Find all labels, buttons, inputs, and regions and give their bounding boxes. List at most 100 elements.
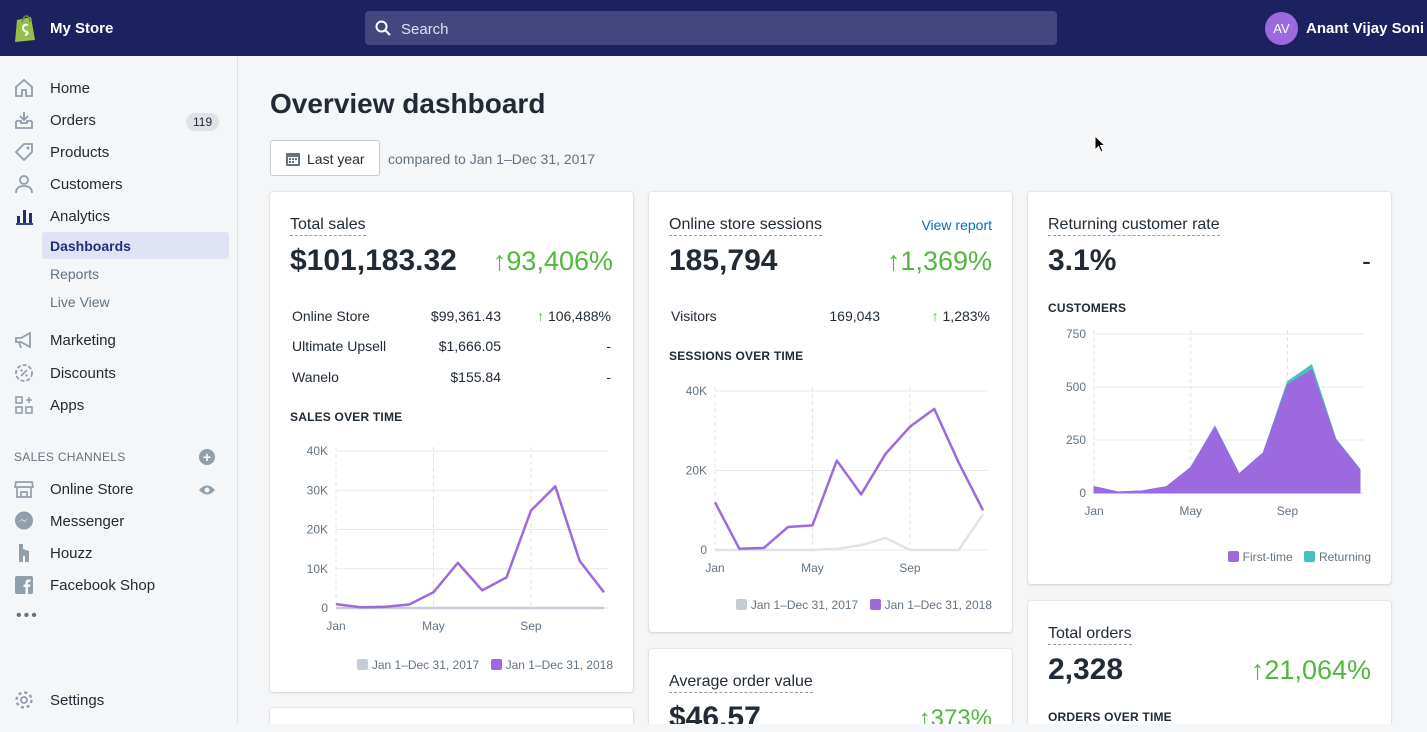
tag-icon xyxy=(14,143,33,162)
date-range-label: Last year xyxy=(307,151,365,167)
sidebar-subitem-reports[interactable]: Reports xyxy=(42,260,229,287)
section-label: SESSIONS OVER TIME xyxy=(669,349,804,363)
x-tick-label: Jan xyxy=(705,561,724,575)
page-title: Overview dashboard xyxy=(270,88,546,119)
bottom-edge xyxy=(0,724,1427,732)
x-tick-label: Sep xyxy=(899,561,921,575)
search-icon xyxy=(375,20,391,36)
sidebar-item-label: Discounts xyxy=(50,365,116,382)
sidebar-item-label: Apps xyxy=(50,397,85,414)
sidebar-item-customers[interactable]: Customers xyxy=(0,170,238,198)
sidebar-item-label: Marketing xyxy=(50,332,116,349)
date-range-button[interactable]: Last year xyxy=(270,140,380,176)
y-tick-label: 250 xyxy=(1066,433,1086,447)
sidebar-item-facebook-shop[interactable]: Facebook Shop xyxy=(0,571,238,599)
x-tick-label: Jan xyxy=(1084,504,1103,518)
sessions-value: 185,794 xyxy=(669,244,778,277)
area-series xyxy=(1093,369,1361,494)
sidebar-subitem-label: Live View xyxy=(50,294,110,310)
sidebar-item-label: Facebook Shop xyxy=(50,577,156,594)
orders-count-badge: 119 xyxy=(186,113,220,131)
sidebar-subitem-dashboards[interactable]: Dashboards xyxy=(42,232,229,259)
arrow-up-icon: ↑ xyxy=(886,246,901,276)
eye-icon[interactable] xyxy=(198,484,216,496)
section-label: SALES OVER TIME xyxy=(290,410,403,424)
sales-over-time-chart: 0 10K 20K 30K 40K Jan May Sep xyxy=(307,444,608,633)
sidebar-item-houzz[interactable]: Houzz xyxy=(0,539,238,567)
section-label: ORDERS OVER TIME xyxy=(1048,710,1172,724)
sales-channels-heading: SALES CHANNELS xyxy=(14,450,126,464)
chart-legend: Jan 1–Dec 31, 2017 Jan 1–Dec 31, 2018 xyxy=(349,658,613,672)
compare-text: compared to Jan 1–Dec 31, 2017 xyxy=(388,151,596,167)
legend-item: Jan 1–Dec 31, 2017 xyxy=(356,658,479,672)
card-title[interactable]: Total orders xyxy=(1048,625,1132,645)
messenger-icon xyxy=(15,511,33,530)
x-tick-label: Sep xyxy=(520,619,542,633)
orders-change: ↑21,064% xyxy=(1250,655,1371,685)
arrow-up-icon: ↑ xyxy=(931,308,939,324)
sidebar: Home Orders 119 Products Customers Analy… xyxy=(0,56,238,732)
card-title[interactable]: Total sales xyxy=(290,216,366,236)
orders-value: 2,328 xyxy=(1048,653,1124,686)
shopify-logo-icon[interactable] xyxy=(13,13,39,43)
bar-chart-icon xyxy=(16,210,33,225)
sessions-change: ↑1,369% xyxy=(886,246,992,276)
search-input[interactable]: Search xyxy=(365,11,1057,45)
sidebar-item-messenger[interactable]: Messenger xyxy=(0,507,238,535)
chart-legend: Jan 1–Dec 31, 2017 Jan 1–Dec 31, 2018 xyxy=(728,598,992,612)
add-channel-button[interactable]: + xyxy=(199,449,215,465)
y-tick-label: 40K xyxy=(307,444,328,458)
total-orders-card: Total orders 2,328 ↑21,064% ORDERS OVER … xyxy=(1028,601,1391,732)
sidebar-item-label: Home xyxy=(50,80,91,97)
sidebar-item-label: Customers xyxy=(50,176,123,193)
average-order-value-card: Average order value $46.57 ↑373% xyxy=(649,649,1012,732)
sidebar-item-orders[interactable]: Orders 119 xyxy=(0,106,238,134)
y-tick-label: 40K xyxy=(686,384,707,398)
x-tick-label: May xyxy=(1179,504,1202,518)
sidebar-subitem-label: Reports xyxy=(50,266,100,282)
sidebar-subitem-live-view[interactable]: Live View xyxy=(42,288,229,315)
sidebar-item-discounts[interactable]: Discounts xyxy=(0,359,238,387)
y-tick-label: 750 xyxy=(1066,327,1086,341)
user-name[interactable]: Anant Vijay Soni xyxy=(1306,20,1425,37)
sidebar-item-analytics[interactable]: Analytics xyxy=(0,202,238,230)
total-sales-change: ↑93,406% xyxy=(492,246,613,276)
total-sales-value: $101,183.32 xyxy=(290,244,457,277)
view-report-link[interactable]: View report xyxy=(921,217,992,233)
sidebar-item-settings[interactable]: Settings xyxy=(0,686,238,714)
legend-item: Returning xyxy=(1303,550,1371,564)
card-title[interactable]: Returning customer rate xyxy=(1048,216,1220,236)
card-title[interactable]: Average order value xyxy=(669,673,813,693)
sidebar-item-marketing[interactable]: Marketing xyxy=(0,326,238,354)
home-icon xyxy=(15,78,33,97)
legend-item: Jan 1–Dec 31, 2018 xyxy=(869,598,992,612)
facebook-icon xyxy=(15,576,33,594)
y-tick-label: 0 xyxy=(321,601,328,615)
search-placeholder: Search xyxy=(401,21,449,38)
sidebar-item-apps[interactable]: Apps xyxy=(0,391,238,419)
sidebar-subitem-label: Dashboards xyxy=(50,238,131,254)
avatar[interactable]: AV xyxy=(1265,12,1298,45)
card-title[interactable]: Online store sessions xyxy=(669,216,822,236)
table-row: Wanelo $155.84 - xyxy=(292,369,611,385)
sidebar-item-online-store[interactable]: Online Store xyxy=(0,475,238,503)
returning-rate-change: - xyxy=(1362,246,1371,276)
sidebar-item-label: Products xyxy=(50,144,110,161)
table-row: Online Store $99,361.43 ↑ 106,488% xyxy=(292,308,611,324)
store-name[interactable]: My Store xyxy=(50,20,114,37)
sidebar-item-label: Orders xyxy=(50,112,96,129)
sidebar-item-products[interactable]: Products xyxy=(0,138,238,166)
y-tick-label: 20K xyxy=(307,523,328,537)
sidebar-item-home[interactable]: Home xyxy=(0,74,238,102)
y-tick-label: 0 xyxy=(700,543,707,557)
discount-icon xyxy=(15,364,33,382)
store-icon xyxy=(13,481,35,498)
person-icon xyxy=(15,175,33,194)
table-row: Ultimate Upsell $1,666.05 - xyxy=(292,338,611,354)
mouse-cursor-icon xyxy=(1094,135,1106,153)
houzz-icon xyxy=(19,544,29,562)
arrow-up-icon: ↑ xyxy=(1250,655,1265,685)
more-channels-button[interactable]: ••• xyxy=(16,607,39,624)
megaphone-icon xyxy=(15,331,31,349)
legend-item: Jan 1–Dec 31, 2018 xyxy=(490,658,613,672)
